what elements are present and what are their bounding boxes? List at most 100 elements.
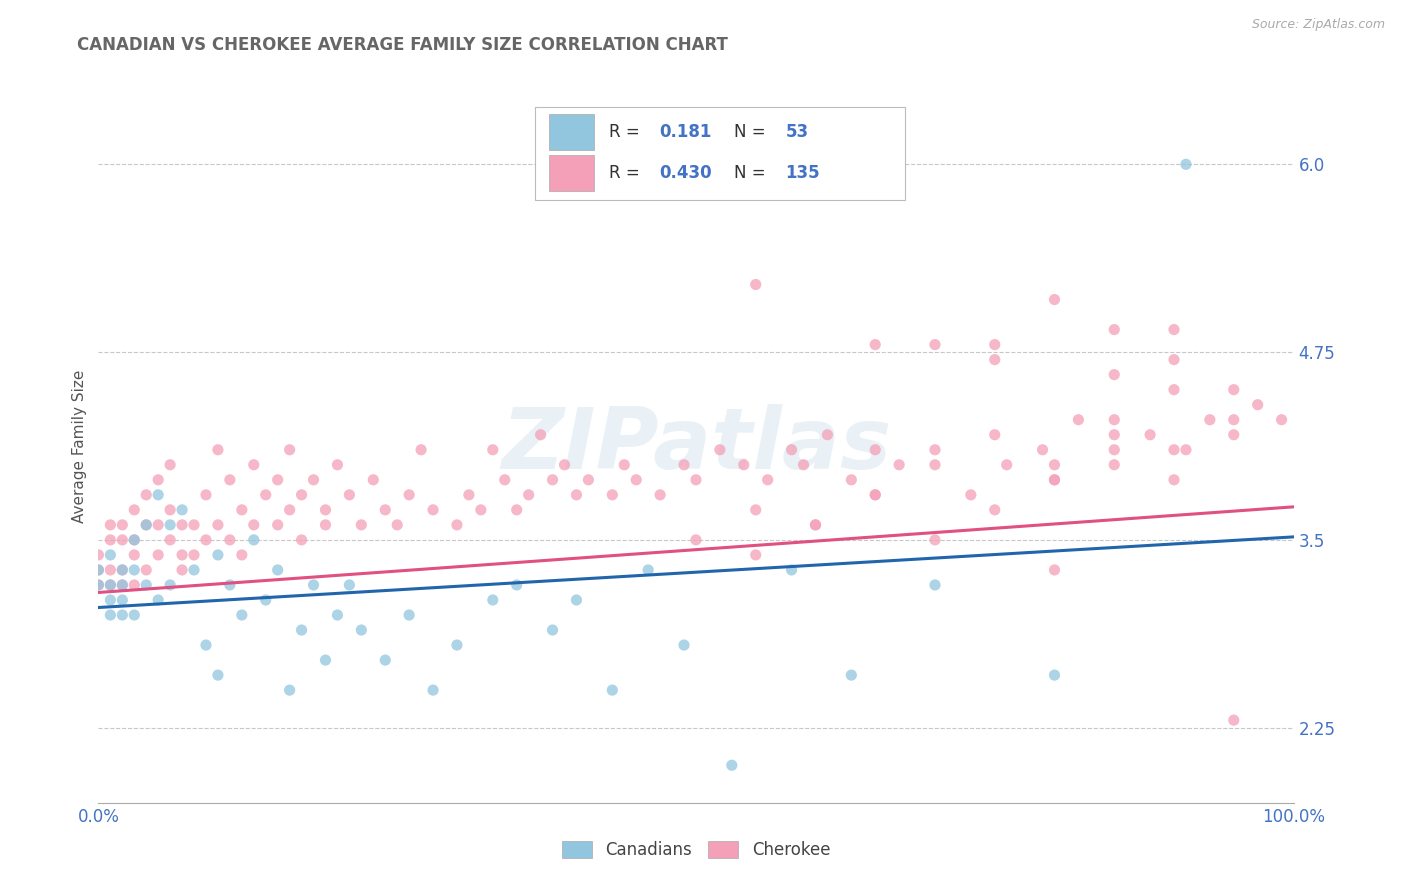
Point — [924, 337, 946, 351]
Point — [960, 488, 983, 502]
Point — [578, 473, 600, 487]
Point — [124, 578, 146, 592]
Point — [111, 607, 134, 622]
Point — [1163, 322, 1185, 336]
Point — [721, 758, 744, 772]
Point — [1199, 413, 1222, 427]
Point — [111, 593, 134, 607]
Point — [219, 578, 242, 592]
Point — [183, 563, 205, 577]
Point — [793, 458, 815, 472]
Point — [865, 337, 887, 351]
Point — [1104, 458, 1126, 472]
Point — [815, 427, 838, 442]
FancyBboxPatch shape — [548, 155, 595, 191]
Point — [98, 517, 122, 532]
Point — [135, 517, 157, 532]
Point — [422, 683, 444, 698]
Point — [709, 442, 731, 457]
Point — [984, 352, 1007, 367]
Point — [350, 623, 373, 637]
Point — [87, 563, 110, 577]
Point — [278, 442, 301, 457]
Point — [685, 473, 707, 487]
Point — [148, 593, 170, 607]
Point — [254, 488, 277, 502]
Point — [1043, 473, 1066, 487]
Point — [278, 503, 301, 517]
Point — [398, 607, 420, 622]
Point — [1223, 383, 1246, 397]
Point — [1043, 458, 1066, 472]
Point — [87, 563, 110, 577]
Point — [565, 488, 588, 502]
Point — [98, 593, 122, 607]
Point — [87, 578, 110, 592]
Point — [135, 563, 157, 577]
Point — [124, 607, 146, 622]
Point — [124, 503, 146, 517]
Point — [148, 517, 170, 532]
Point — [363, 473, 385, 487]
Point — [506, 578, 529, 592]
Point — [1104, 322, 1126, 336]
Point — [1043, 293, 1066, 307]
Point — [231, 607, 253, 622]
Point — [135, 488, 157, 502]
Point — [87, 578, 110, 592]
Point — [481, 442, 505, 457]
Point — [804, 517, 827, 532]
Point — [1032, 442, 1054, 457]
Point — [648, 488, 672, 502]
Point — [422, 503, 444, 517]
Point — [195, 533, 218, 547]
Point — [924, 442, 946, 457]
Text: 135: 135 — [786, 164, 820, 182]
Point — [111, 533, 134, 547]
Point — [1163, 473, 1185, 487]
Point — [780, 563, 803, 577]
Point — [541, 473, 564, 487]
Point — [780, 442, 803, 457]
Point — [1223, 427, 1246, 442]
Point — [291, 623, 314, 637]
Point — [1175, 442, 1198, 457]
Point — [339, 488, 361, 502]
Point — [1223, 413, 1246, 427]
Point — [1104, 427, 1126, 442]
Point — [267, 473, 290, 487]
Point — [1043, 668, 1066, 682]
Point — [411, 442, 433, 457]
Point — [673, 638, 696, 652]
Point — [124, 548, 146, 562]
Point — [446, 517, 468, 532]
Y-axis label: Average Family Size: Average Family Size — [72, 369, 87, 523]
Point — [98, 578, 122, 592]
Point — [602, 683, 624, 698]
Point — [984, 337, 1007, 351]
Point — [1104, 413, 1126, 427]
Point — [494, 473, 516, 487]
FancyBboxPatch shape — [548, 114, 595, 150]
Point — [613, 458, 636, 472]
Point — [111, 563, 134, 577]
Point — [315, 517, 337, 532]
Point — [1043, 563, 1066, 577]
Point — [148, 488, 170, 502]
Point — [481, 593, 505, 607]
Point — [865, 488, 887, 502]
Point — [159, 533, 181, 547]
Point — [183, 517, 205, 532]
Text: CANADIAN VS CHEROKEE AVERAGE FAMILY SIZE CORRELATION CHART: CANADIAN VS CHEROKEE AVERAGE FAMILY SIZE… — [77, 36, 728, 54]
Point — [159, 458, 181, 472]
Point — [159, 578, 181, 592]
Point — [87, 548, 110, 562]
Point — [98, 548, 122, 562]
Point — [350, 517, 373, 532]
Point — [517, 488, 540, 502]
Point — [1104, 442, 1126, 457]
Point — [302, 473, 325, 487]
Point — [889, 458, 911, 472]
Point — [148, 473, 170, 487]
Point — [1271, 413, 1294, 427]
